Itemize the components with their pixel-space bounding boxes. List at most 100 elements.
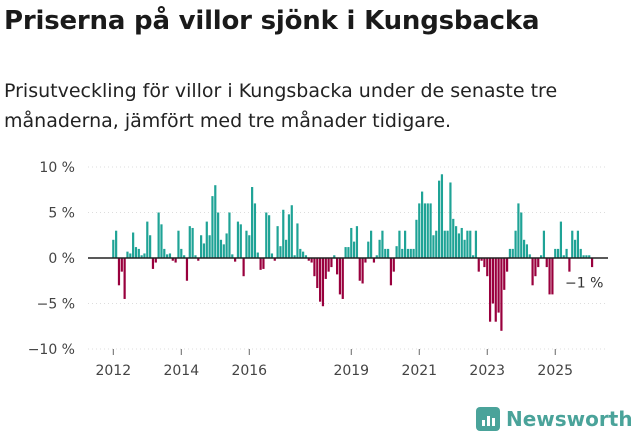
bar	[534, 258, 537, 277]
x-tick-label: 2023	[469, 363, 505, 379]
bar	[423, 203, 427, 258]
grid-lines	[88, 166, 608, 350]
bar	[590, 258, 594, 268]
bar	[338, 258, 342, 295]
bar	[140, 255, 143, 258]
bar	[474, 230, 478, 258]
bar	[505, 258, 509, 272]
bar	[469, 230, 472, 258]
bar	[491, 258, 495, 304]
bar	[440, 174, 444, 258]
bar	[401, 248, 404, 258]
y-tick-label: −5 %	[37, 297, 75, 313]
bar	[372, 258, 376, 263]
bar	[270, 253, 274, 258]
bar	[180, 248, 183, 258]
bar	[539, 255, 543, 258]
bar	[573, 239, 577, 258]
x-tick-label: 2016	[231, 363, 267, 379]
bar	[409, 248, 412, 258]
bar	[126, 251, 129, 258]
bar	[327, 258, 330, 272]
bar	[344, 247, 347, 258]
bar	[384, 248, 387, 258]
bar	[177, 230, 180, 258]
bar	[480, 258, 483, 261]
bar	[542, 230, 546, 258]
bar	[341, 258, 344, 299]
bar	[568, 258, 571, 272]
bar	[265, 212, 268, 258]
bar	[273, 258, 276, 261]
x-tick-label: 2012	[95, 363, 131, 379]
bar	[432, 235, 435, 258]
bar	[477, 258, 480, 272]
bar	[321, 258, 325, 307]
bar	[355, 226, 359, 258]
bar	[307, 258, 310, 261]
y-tick-label: 0 %	[48, 251, 75, 267]
bar	[389, 258, 393, 286]
newsworthy-logo: Newsworthy	[476, 407, 631, 431]
bar	[163, 248, 166, 258]
bar	[234, 258, 237, 262]
bar	[497, 258, 500, 313]
bar	[231, 254, 234, 258]
bar	[149, 235, 152, 258]
bar	[446, 230, 449, 258]
bar	[222, 244, 225, 258]
bar	[585, 255, 588, 258]
bar	[443, 230, 446, 258]
bar	[174, 258, 177, 263]
bar	[208, 235, 211, 258]
bar	[537, 258, 540, 268]
bar	[123, 258, 126, 299]
bar	[236, 221, 240, 258]
x-tick-label: 2021	[401, 363, 437, 379]
bar	[522, 239, 526, 258]
bar	[132, 232, 135, 258]
bar	[457, 233, 461, 258]
brand-name: Newsworthy	[506, 407, 631, 431]
bar	[191, 227, 194, 258]
bar	[554, 248, 557, 258]
bar	[471, 255, 475, 258]
bar	[137, 248, 140, 258]
bar	[282, 209, 285, 258]
bar	[579, 248, 582, 258]
bar	[429, 203, 432, 258]
bar	[319, 258, 322, 302]
bar	[219, 239, 223, 258]
bar	[242, 258, 245, 277]
bar	[466, 230, 469, 258]
bar	[154, 258, 157, 263]
bar	[336, 258, 339, 275]
bar	[143, 253, 146, 258]
bar	[406, 248, 410, 258]
bar	[415, 219, 418, 258]
bar	[316, 258, 319, 289]
bar	[381, 230, 384, 258]
bar	[392, 258, 395, 272]
bar	[358, 258, 361, 281]
bar	[262, 258, 265, 269]
bar	[151, 258, 155, 269]
bar	[528, 254, 531, 258]
bar	[435, 230, 438, 258]
bar	[225, 233, 228, 258]
bar-chart-icon	[476, 407, 500, 431]
bar	[287, 214, 291, 258]
bar	[517, 203, 520, 258]
bar	[508, 248, 512, 258]
bar	[588, 255, 591, 258]
bar	[239, 224, 242, 258]
bar	[520, 212, 523, 258]
bar-series	[112, 174, 594, 331]
bar	[117, 258, 121, 286]
bar	[551, 258, 554, 295]
x-axis-ticks: 2012 2014 2016 2019 2021 2023 2025	[95, 349, 573, 379]
bar	[545, 258, 548, 268]
bar	[333, 255, 336, 258]
bar	[296, 223, 299, 258]
x-tick-label: 2025	[537, 363, 573, 379]
